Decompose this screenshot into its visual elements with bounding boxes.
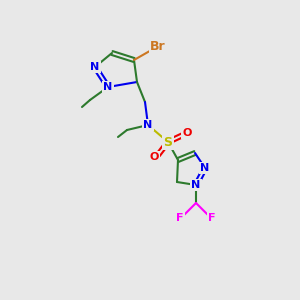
Text: N: N <box>200 163 210 173</box>
Text: F: F <box>208 213 216 223</box>
Text: N: N <box>90 62 100 72</box>
Text: N: N <box>143 120 153 130</box>
Text: O: O <box>182 128 192 138</box>
Text: O: O <box>149 152 159 162</box>
Text: N: N <box>191 180 201 190</box>
Text: S: S <box>164 136 172 148</box>
Text: Br: Br <box>150 40 166 53</box>
Text: N: N <box>103 82 112 92</box>
Text: F: F <box>176 213 184 223</box>
